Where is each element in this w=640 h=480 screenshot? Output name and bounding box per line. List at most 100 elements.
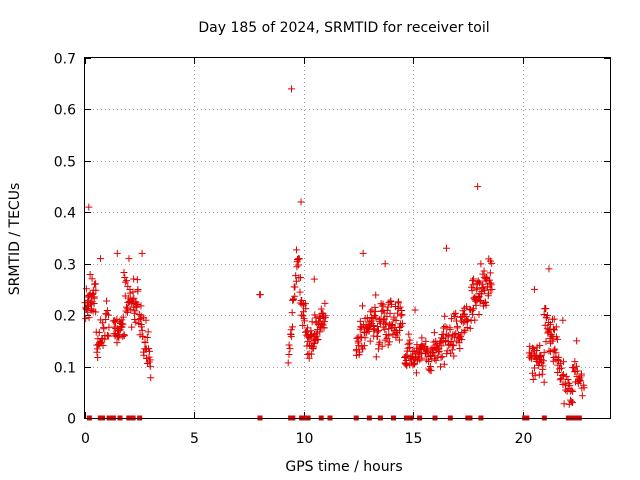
- data-point: [413, 341, 421, 349]
- data-point: [573, 337, 581, 345]
- data-point: [145, 345, 153, 353]
- data-point: [444, 332, 452, 340]
- data-point: [540, 349, 548, 357]
- data-point: [576, 377, 584, 385]
- data-point: [99, 319, 107, 327]
- data-point: [146, 362, 154, 370]
- data-point: [395, 336, 403, 344]
- data-point: [385, 332, 393, 340]
- data-point: [427, 367, 435, 375]
- data-point: [371, 307, 379, 315]
- data-point: [540, 378, 548, 386]
- data-point: [529, 376, 537, 384]
- y-tick-label: 0.5: [54, 155, 76, 171]
- data-point: [405, 330, 413, 338]
- x-tick-label: 10: [296, 431, 314, 447]
- data-point: [488, 259, 496, 267]
- data-point: [447, 349, 455, 357]
- data-point: [406, 344, 414, 352]
- data-point: [299, 322, 307, 330]
- data-point: [397, 312, 405, 320]
- data-point: [97, 255, 105, 263]
- data-point: [120, 269, 128, 277]
- data-point: [487, 279, 495, 287]
- data-point: [285, 351, 293, 359]
- data-point: [556, 359, 564, 367]
- data-point: [468, 287, 476, 295]
- data-point: [295, 255, 303, 263]
- data-point: [463, 317, 471, 325]
- data-point: [95, 328, 103, 336]
- data-point: [133, 276, 141, 284]
- data-point: [131, 307, 139, 315]
- data-point: [389, 330, 397, 338]
- data-point: [320, 324, 328, 332]
- data-point: [309, 344, 317, 352]
- data-point: [317, 305, 325, 313]
- data-point: [578, 392, 586, 400]
- data-point: [118, 316, 126, 324]
- data-point: [411, 306, 419, 314]
- data-point: [133, 301, 141, 309]
- data-point: [103, 331, 111, 339]
- data-point: [87, 301, 95, 309]
- data-point: [453, 324, 461, 332]
- data-point: [370, 325, 378, 333]
- data-point: [356, 348, 364, 356]
- data-point: [139, 332, 147, 340]
- data-point: [451, 312, 459, 320]
- data-point: [121, 278, 129, 286]
- axis-ticks: [85, 58, 610, 419]
- data-point: [479, 280, 487, 288]
- data-point: [395, 298, 403, 306]
- data-point: [530, 364, 538, 372]
- data-point: [147, 374, 155, 382]
- data-point: [358, 302, 366, 310]
- data-point: [488, 286, 496, 294]
- data-point: [457, 333, 465, 341]
- data-point: [469, 310, 477, 318]
- data-point: [441, 322, 449, 330]
- chart-title: Day 185 of 2024, SRMTID for receiver toi…: [198, 20, 489, 36]
- data-point: [545, 265, 553, 273]
- data-point: [418, 354, 426, 362]
- x-tick-label: 5: [190, 431, 199, 447]
- data-point: [256, 291, 264, 299]
- data-point: [100, 325, 108, 333]
- data-point: [558, 372, 566, 380]
- data-point: [141, 338, 149, 346]
- data-point: [396, 323, 404, 331]
- data-point: [284, 359, 292, 367]
- x-axis-label: GPS time / hours: [285, 459, 402, 475]
- data-point: [146, 356, 154, 364]
- data-point: [388, 300, 396, 308]
- data-point: [569, 399, 577, 407]
- data-point: [304, 324, 312, 332]
- data-point: [477, 260, 485, 268]
- data-point: [285, 341, 293, 349]
- data-point: [374, 327, 382, 335]
- data-point: [460, 328, 468, 336]
- data-point: [552, 323, 560, 331]
- data-point: [129, 288, 137, 296]
- data-point: [373, 322, 381, 330]
- data-point: [471, 316, 479, 324]
- data-point: [382, 319, 390, 327]
- data-point: [119, 320, 127, 328]
- data-point: [530, 285, 538, 293]
- data-point: [393, 331, 401, 339]
- data-point: [402, 353, 410, 361]
- data-point: [310, 275, 318, 283]
- data-point: [472, 301, 480, 309]
- data-point: [545, 347, 553, 355]
- data-point: [374, 332, 382, 340]
- y-tick-label: 0.4: [54, 206, 76, 222]
- data-point: [372, 314, 380, 322]
- data-point: [573, 367, 581, 375]
- data-point: [312, 329, 320, 337]
- data-point: [487, 281, 495, 289]
- data-point: [452, 309, 460, 317]
- data-point: [483, 283, 491, 291]
- data-point: [469, 281, 477, 289]
